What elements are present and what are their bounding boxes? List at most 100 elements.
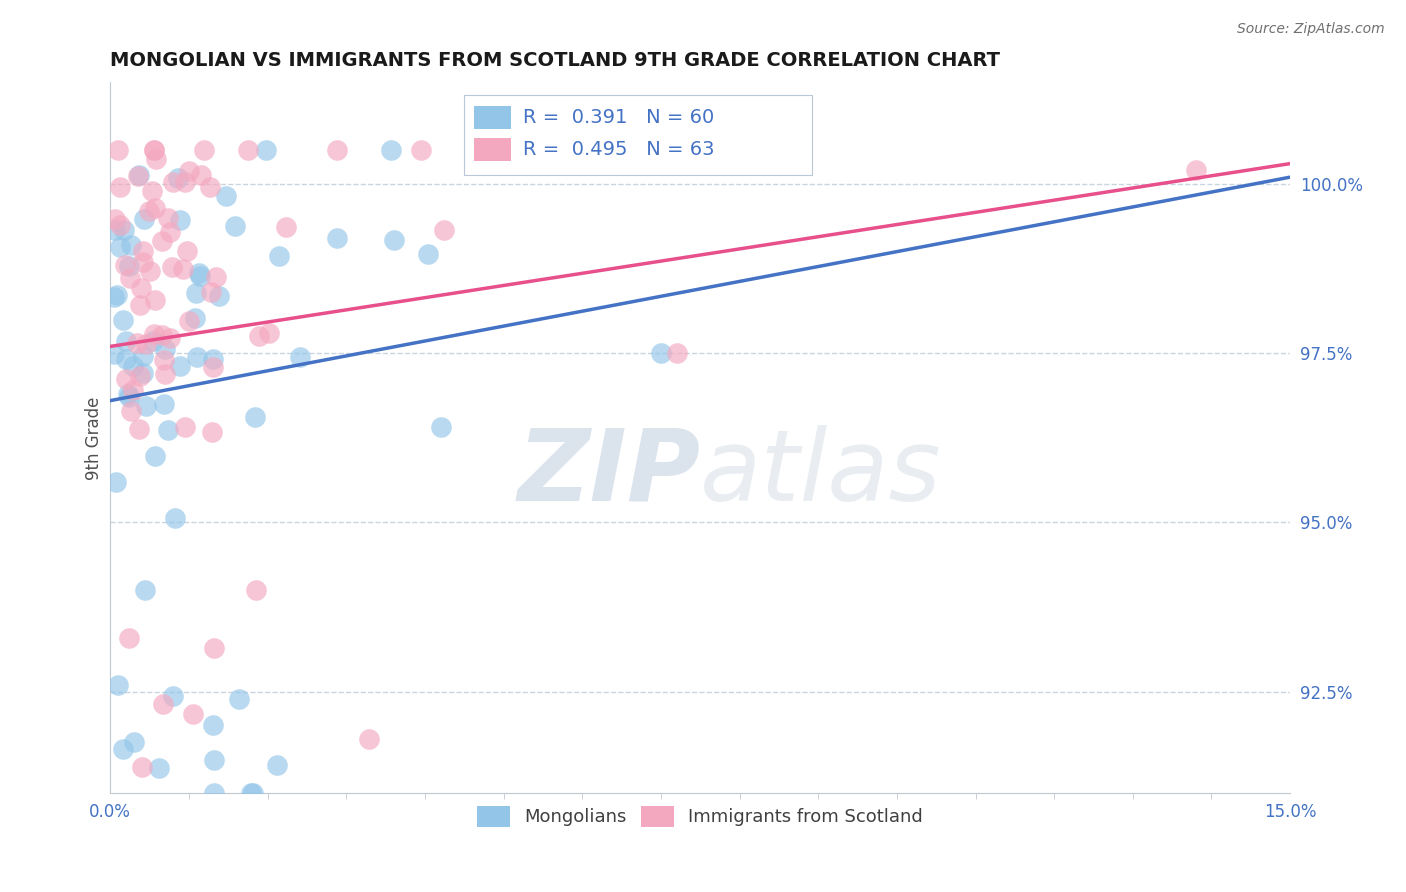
Point xyxy=(115,372,138,386)
Point xyxy=(380,143,402,157)
Point xyxy=(152,697,174,711)
Point xyxy=(132,349,155,363)
Point xyxy=(156,424,179,438)
FancyBboxPatch shape xyxy=(474,137,512,161)
Point xyxy=(201,359,224,374)
Point xyxy=(150,234,173,248)
Point xyxy=(112,223,135,237)
Point xyxy=(122,384,145,398)
Point xyxy=(162,175,184,189)
Point xyxy=(162,689,184,703)
Point xyxy=(326,231,349,245)
Point xyxy=(142,326,165,341)
Point xyxy=(432,223,454,237)
Point xyxy=(167,170,190,185)
Point xyxy=(142,334,165,348)
Point xyxy=(153,368,176,382)
Point xyxy=(159,330,181,344)
Point xyxy=(128,422,150,436)
Point xyxy=(118,631,141,645)
Point xyxy=(208,289,231,303)
Point xyxy=(150,328,173,343)
Point xyxy=(125,336,148,351)
Point xyxy=(267,249,290,263)
Point xyxy=(132,366,155,380)
Point xyxy=(174,420,197,434)
Point xyxy=(357,731,380,746)
Point xyxy=(103,290,125,304)
Point xyxy=(128,169,150,183)
Point xyxy=(247,329,270,343)
Point xyxy=(184,311,207,326)
Point xyxy=(176,244,198,258)
Point xyxy=(112,742,135,756)
Point xyxy=(239,786,262,800)
Point xyxy=(142,143,165,157)
Point xyxy=(242,786,264,800)
Point xyxy=(129,298,152,312)
Point xyxy=(108,240,131,254)
Point xyxy=(118,259,141,273)
Point xyxy=(117,387,139,401)
Point xyxy=(169,213,191,227)
FancyBboxPatch shape xyxy=(474,106,512,128)
Legend: Mongolians, Immigrants from Scotland: Mongolians, Immigrants from Scotland xyxy=(470,799,931,834)
Point xyxy=(257,326,280,340)
Point xyxy=(326,143,349,157)
Point xyxy=(202,786,225,800)
Point xyxy=(156,211,179,226)
Point xyxy=(201,718,224,732)
Text: atlas: atlas xyxy=(700,425,942,522)
Point xyxy=(202,754,225,768)
Text: R =  0.391   N = 60: R = 0.391 N = 60 xyxy=(523,108,714,127)
Point xyxy=(138,203,160,218)
Point xyxy=(120,403,142,417)
Point xyxy=(143,143,166,157)
Point xyxy=(430,419,453,434)
Point xyxy=(120,270,142,285)
Point xyxy=(204,270,226,285)
Point xyxy=(215,188,238,202)
Point xyxy=(177,314,200,328)
Point xyxy=(254,143,277,157)
Point xyxy=(169,359,191,373)
Point xyxy=(160,260,183,274)
Text: MONGOLIAN VS IMMIGRANTS FROM SCOTLAND 9TH GRADE CORRELATION CHART: MONGOLIAN VS IMMIGRANTS FROM SCOTLAND 9T… xyxy=(110,51,1000,70)
Point xyxy=(201,425,224,439)
Point xyxy=(186,351,208,365)
Point xyxy=(134,399,156,413)
Point xyxy=(224,219,246,233)
Point xyxy=(128,369,150,384)
Point xyxy=(202,640,225,655)
Point xyxy=(650,346,672,360)
Point xyxy=(104,475,127,489)
Point xyxy=(228,692,250,706)
Point xyxy=(143,450,166,464)
Point xyxy=(200,180,222,194)
Point xyxy=(201,352,224,367)
Point xyxy=(145,152,167,166)
Point xyxy=(409,143,432,157)
Point xyxy=(172,261,194,276)
Point xyxy=(163,511,186,525)
Point xyxy=(152,352,174,367)
Point xyxy=(245,409,267,424)
Point xyxy=(104,211,127,226)
Point xyxy=(382,233,405,247)
Point xyxy=(665,346,688,360)
Point xyxy=(105,287,128,301)
Point xyxy=(135,337,157,351)
Point xyxy=(134,583,156,598)
Point xyxy=(266,758,288,772)
Point xyxy=(186,286,208,301)
Point xyxy=(114,258,136,272)
Point xyxy=(111,313,134,327)
Point xyxy=(148,761,170,775)
FancyBboxPatch shape xyxy=(464,95,813,175)
Point xyxy=(418,247,440,261)
Point xyxy=(131,760,153,774)
Point xyxy=(115,334,138,348)
Point xyxy=(127,169,149,184)
Point xyxy=(181,707,204,722)
Point xyxy=(179,163,201,178)
